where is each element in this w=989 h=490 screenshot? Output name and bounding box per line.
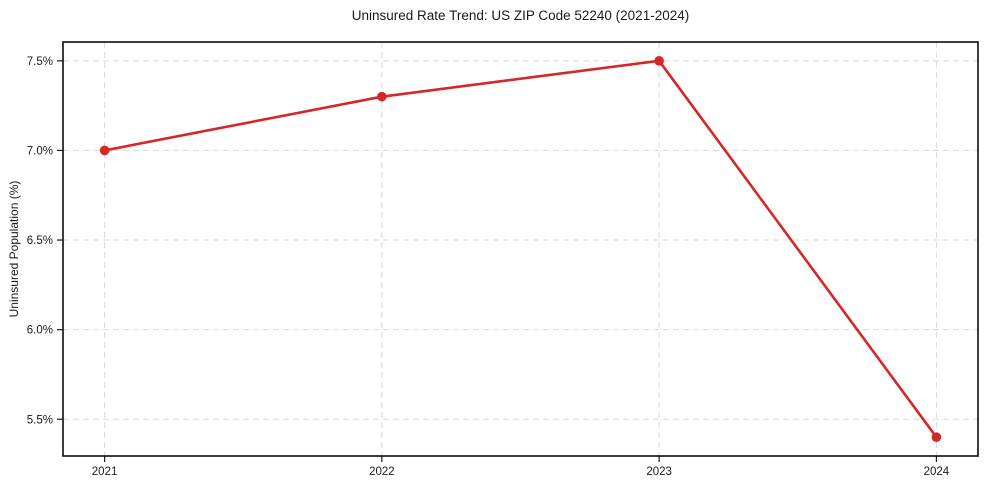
y-tick-label: 6.0% <box>27 325 53 337</box>
y-tick-label: 5.5% <box>27 414 53 426</box>
y-tick-label: 7.0% <box>27 145 53 157</box>
x-tick-label: 2023 <box>646 466 672 478</box>
data-point-marker <box>377 91 387 102</box>
data-point-marker <box>931 432 942 442</box>
chart-title: Uninsured Rate Trend: US ZIP Code 52240 … <box>351 8 690 23</box>
trend-line <box>103 59 938 439</box>
axes-frame <box>62 41 979 457</box>
y-tick-label: 7.5% <box>27 56 53 68</box>
data-point-marker <box>99 145 110 156</box>
data-point-marker <box>654 56 664 66</box>
y-tick-label: 6.5% <box>27 235 53 247</box>
x-tick-label: 2022 <box>369 466 395 478</box>
x-tick-label: 2024 <box>924 466 950 478</box>
x-tick-label: 2021 <box>92 466 118 478</box>
